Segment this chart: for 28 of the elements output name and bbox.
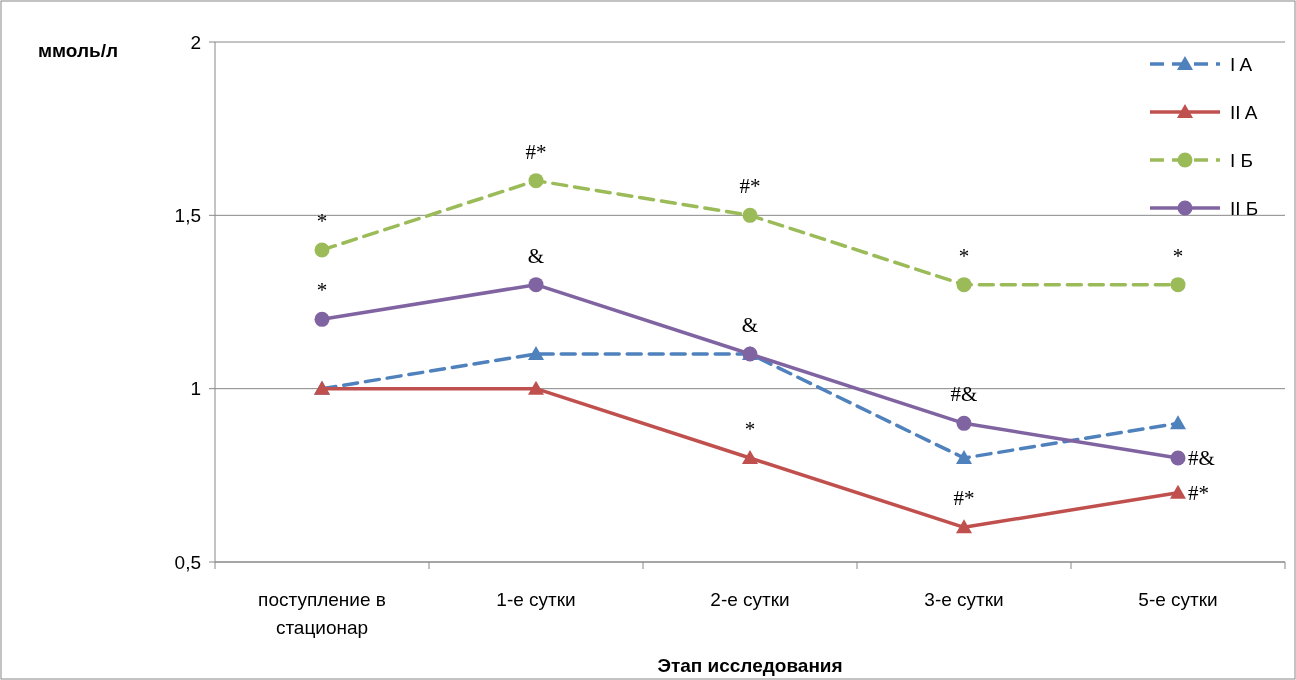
annotation: * — [744, 417, 756, 441]
legend-label: I Б — [1230, 149, 1254, 171]
y-axis-title: ммоль/л — [38, 40, 119, 61]
annotation: #* — [953, 486, 975, 511]
legend-label: II Б — [1230, 197, 1259, 219]
annotation: * — [1172, 243, 1184, 268]
y-tick-label: 2 — [190, 31, 201, 53]
annotation: #* — [525, 139, 547, 164]
x-tick-label: 2-е сутки — [710, 589, 790, 610]
annotation: #* — [739, 174, 761, 199]
legend-label: II A — [1230, 101, 1258, 123]
annotation: * — [316, 209, 328, 233]
annotation: * — [958, 243, 970, 268]
annotation: * — [316, 278, 328, 303]
x-tick-label: поступление в стационар — [258, 589, 386, 638]
annotation: #& — [1188, 446, 1215, 470]
annotation: & — [741, 313, 759, 337]
annotation: & — [527, 243, 545, 268]
annotation: #* — [1188, 480, 1209, 505]
y-tick-label: 1 — [190, 378, 201, 400]
legend-label: I A — [1230, 53, 1253, 75]
x-axis-title: Этап исследования — [657, 655, 843, 676]
annotation: #& — [950, 382, 978, 407]
y-tick-label: 1,5 — [174, 204, 201, 226]
y-tick-label: 0,5 — [174, 551, 201, 573]
x-tick-label: 3-е сутки — [924, 589, 1004, 610]
x-tick-label: 1-е сутки — [496, 589, 576, 610]
x-tick-label: 5-е сутки — [1138, 589, 1218, 610]
